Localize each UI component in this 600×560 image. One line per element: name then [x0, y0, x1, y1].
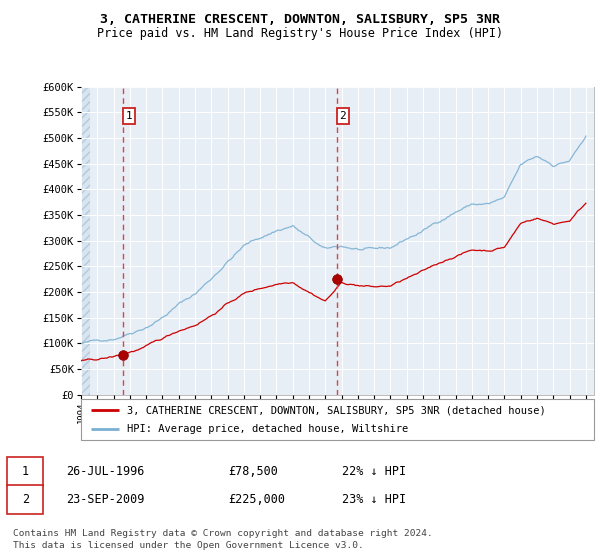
Text: 3, CATHERINE CRESCENT, DOWNTON, SALISBURY, SP5 3NR (detached house): 3, CATHERINE CRESCENT, DOWNTON, SALISBUR…	[127, 405, 546, 415]
Text: 2: 2	[340, 111, 346, 121]
Text: 26-JUL-1996: 26-JUL-1996	[66, 465, 145, 478]
Text: 1: 1	[22, 465, 29, 478]
Text: 23-SEP-2009: 23-SEP-2009	[66, 493, 145, 506]
FancyBboxPatch shape	[81, 399, 594, 440]
Text: Contains HM Land Registry data © Crown copyright and database right 2024.: Contains HM Land Registry data © Crown c…	[13, 529, 433, 538]
Text: 22% ↓ HPI: 22% ↓ HPI	[342, 465, 406, 478]
Text: £78,500: £78,500	[228, 465, 278, 478]
Text: 2: 2	[22, 493, 29, 506]
Text: 3, CATHERINE CRESCENT, DOWNTON, SALISBURY, SP5 3NR: 3, CATHERINE CRESCENT, DOWNTON, SALISBUR…	[100, 13, 500, 26]
Bar	[81, 87, 90, 395]
Text: Price paid vs. HM Land Registry's House Price Index (HPI): Price paid vs. HM Land Registry's House …	[97, 27, 503, 40]
Text: 23% ↓ HPI: 23% ↓ HPI	[342, 493, 406, 506]
Text: HPI: Average price, detached house, Wiltshire: HPI: Average price, detached house, Wilt…	[127, 424, 409, 433]
Text: £225,000: £225,000	[228, 493, 285, 506]
Text: 1: 1	[125, 111, 132, 121]
Text: This data is licensed under the Open Government Licence v3.0.: This data is licensed under the Open Gov…	[13, 542, 364, 550]
